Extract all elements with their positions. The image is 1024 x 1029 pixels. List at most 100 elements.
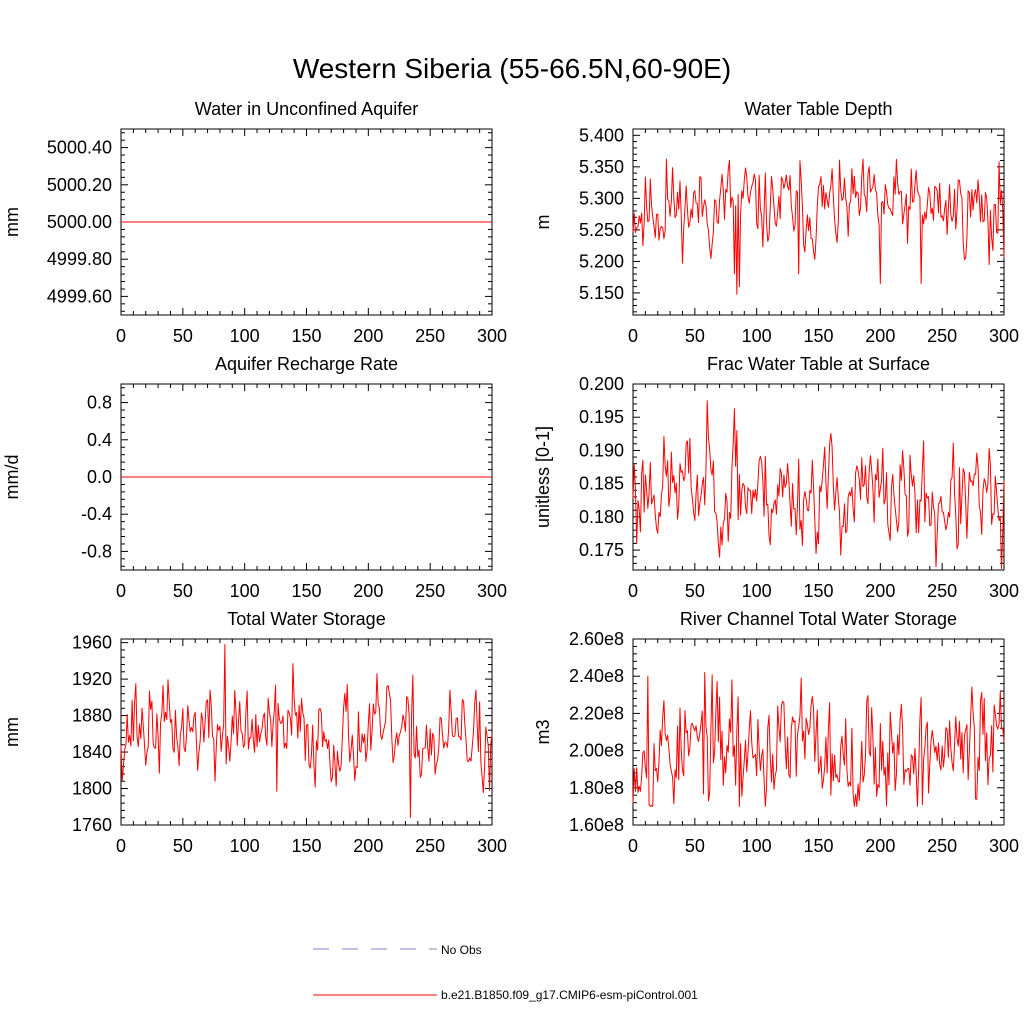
x-tick-label: 200: [353, 326, 383, 346]
x-tick-label: 50: [685, 581, 705, 601]
panel-river-channel-total-water-storage: River Channel Total Water Storage m3 0 50 10…: [533, 609, 1019, 856]
x-tick-label: 250: [927, 326, 957, 346]
x-tick-label: 300: [989, 581, 1019, 601]
series-line: [632, 671, 1005, 807]
x-tick-label: 250: [415, 836, 445, 856]
x-tick-label: 250: [415, 581, 445, 601]
legend: No Obs b.e21.B1850.f09_g17.CMIP6-esm-piC…: [313, 943, 698, 1002]
x-tick-label: 100: [230, 581, 260, 601]
panel-aquifer-recharge-rate: Aquifer Recharge Rate mm/d 0 50 100 150 200 250…: [2, 354, 507, 601]
y-tick-label: 1960: [72, 633, 112, 653]
y-tick-label: 5.300: [579, 188, 624, 208]
y-tick-label: 5.250: [579, 220, 624, 240]
x-tick-label: 300: [989, 326, 1019, 346]
y-axis-label: mm: [2, 207, 22, 237]
panel-title: Water Table Depth: [744, 99, 892, 119]
series-line: [632, 400, 1005, 570]
x-tick-label: 250: [927, 581, 957, 601]
x-tick-label: 100: [230, 326, 260, 346]
x-tick-label: 50: [173, 326, 193, 346]
x-tick-label: 200: [353, 836, 383, 856]
x-tick-label: 50: [685, 326, 705, 346]
y-tick-label: 2.00e8: [569, 741, 624, 761]
x-tick-label: 300: [477, 326, 507, 346]
y-tick-label: 0.190: [579, 440, 624, 460]
y-tick-label: 0.200: [579, 374, 624, 394]
panel-total-water-storage: Total Water Storage mm 0 50 100 150 200 250 300 1…: [2, 609, 507, 856]
y-tick-label: 1.80e8: [569, 778, 624, 798]
x-tick-label: 50: [173, 581, 193, 601]
x-tick-label: 0: [628, 326, 638, 346]
x-tick-label: 300: [477, 836, 507, 856]
y-tick-label: 0.180: [579, 507, 624, 527]
panels: Water in Unconfined Aquifer mm 0 50 100 150 20…: [2, 99, 1019, 856]
y-tick-label: 1760: [72, 815, 112, 835]
y-tick-label: 0.175: [579, 540, 624, 560]
figure-title: Western Siberia (55-66.5N,60-90E): [293, 53, 731, 84]
x-tick-label: 0: [628, 581, 638, 601]
y-tick-label: 5000.20: [47, 175, 112, 195]
x-tick-label: 100: [742, 581, 772, 601]
y-tick-label: 2.40e8: [569, 666, 624, 686]
y-tick-label: 1.60e8: [569, 815, 624, 835]
panel-title: Aquifer Recharge Rate: [215, 354, 398, 374]
x-tick-label: 250: [927, 836, 957, 856]
x-tick-label: 150: [803, 326, 833, 346]
x-tick-label: 200: [865, 326, 895, 346]
y-tick-label: 0.8: [87, 393, 112, 413]
panel-title: Water in Unconfined Aquifer: [195, 99, 418, 119]
x-tick-label: 150: [291, 836, 321, 856]
panel-water-in-unconfined-aquifer: Water in Unconfined Aquifer mm 0 50 100 150 20…: [2, 99, 507, 346]
y-tick-label: 5.150: [579, 283, 624, 303]
x-tick-label: 150: [803, 836, 833, 856]
x-tick-label: 100: [742, 836, 772, 856]
y-tick-label: 0.0: [87, 467, 112, 487]
legend-no-obs-label: No Obs: [441, 943, 482, 957]
x-tick-label: 150: [803, 581, 833, 601]
y-tick-label: 1920: [72, 669, 112, 689]
y-tick-label: 5000.40: [47, 138, 112, 158]
y-tick-label: 0.195: [579, 407, 624, 427]
panel-title: River Channel Total Water Storage: [680, 609, 957, 629]
y-tick-label: 5000.00: [47, 212, 112, 232]
x-tick-label: 50: [685, 836, 705, 856]
y-tick-label: 2.60e8: [569, 629, 624, 649]
x-tick-label: 0: [628, 836, 638, 856]
plot-frame: [632, 638, 1005, 826]
y-axis-label: mm/d: [2, 455, 22, 500]
panel-frac-water-table-at-surface: Frac Water Table at Surface unitless [0-1…: [533, 354, 1019, 601]
y-tick-label: -0.4: [81, 504, 112, 524]
series-line: [632, 158, 1005, 295]
y-axis-label: unitless [0-1]: [533, 426, 553, 528]
y-tick-label: 1800: [72, 779, 112, 799]
y-tick-label: 1880: [72, 706, 112, 726]
x-tick-label: 0: [116, 326, 126, 346]
y-tick-label: 4999.60: [47, 286, 112, 306]
panel-title: Total Water Storage: [227, 609, 385, 629]
y-axis-label: m: [533, 215, 553, 230]
y-tick-label: 5.200: [579, 251, 624, 271]
y-axis-label: mm: [2, 717, 22, 747]
panel-title: Frac Water Table at Surface: [707, 354, 930, 374]
x-tick-label: 200: [865, 836, 895, 856]
y-tick-label: 0.4: [87, 430, 112, 450]
x-tick-label: 100: [742, 326, 772, 346]
y-tick-label: 5.350: [579, 157, 624, 177]
x-tick-label: 150: [291, 581, 321, 601]
x-tick-label: 50: [173, 836, 193, 856]
y-tick-label: 2.20e8: [569, 703, 624, 723]
x-tick-label: 250: [415, 326, 445, 346]
x-tick-label: 300: [477, 581, 507, 601]
y-axis-label: m3: [533, 719, 553, 744]
x-tick-label: 0: [116, 581, 126, 601]
y-tick-label: 0.185: [579, 474, 624, 494]
y-tick-label: 4999.80: [47, 249, 112, 269]
x-tick-label: 300: [989, 836, 1019, 856]
y-tick-label: -0.8: [81, 541, 112, 561]
y-tick-label: 5.400: [579, 125, 624, 145]
x-tick-label: 0: [116, 836, 126, 856]
series-line: [120, 643, 493, 819]
y-tick-label: 1840: [72, 742, 112, 762]
